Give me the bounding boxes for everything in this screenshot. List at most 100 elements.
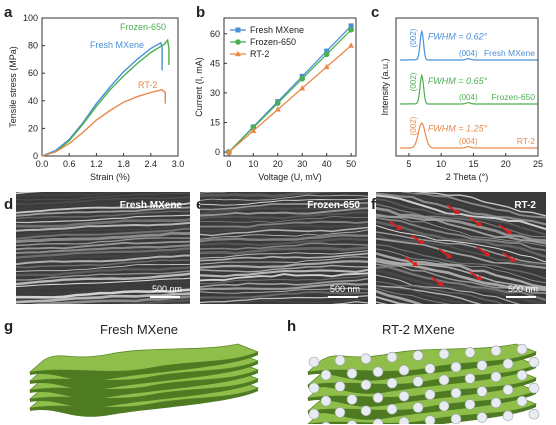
sem-layer (376, 289, 424, 304)
panel-letter-g: g (4, 318, 14, 335)
x-tick-label: 25 (533, 159, 543, 169)
sem-layer (376, 224, 546, 263)
intercalated-particle (464, 347, 476, 358)
sem-label-fresh: Fresh MXene (119, 200, 182, 211)
intercalated-particle (464, 373, 476, 384)
tensile-stress-chart: 0.0 0.6 1.2 1.8 2.4 3.0 0 20 40 60 80 100 Strain (%)… (8, 13, 185, 182)
peak-label-004: (004) (459, 93, 478, 102)
mxene-sheet-edge (30, 388, 258, 417)
x-tick-label: 10 (436, 159, 446, 169)
x-tick-label: 3.0 (172, 159, 185, 169)
intercalated-particle (308, 356, 320, 368)
sem-layer (16, 270, 190, 281)
peak-label-002: (002) (409, 116, 418, 135)
sem-layer (376, 231, 546, 265)
red-arrow-head (446, 253, 452, 258)
data-point (250, 127, 257, 133)
sem-layer (200, 198, 368, 206)
sem-layer (376, 274, 521, 304)
mxene-sheet-edge (30, 352, 258, 381)
series-line-1 (228, 29, 352, 153)
series-line-1 (41, 38, 170, 157)
intercalated-particle (490, 397, 502, 409)
sem-layer (376, 237, 546, 269)
x-tick-label: 40 (322, 159, 332, 169)
sem-layer (16, 192, 142, 198)
sem-layer (200, 264, 368, 273)
data-point (323, 63, 330, 70)
intercalated-particle (516, 395, 528, 407)
sem-layer (376, 263, 546, 295)
x-tick-label: 1.2 (90, 159, 103, 169)
sem-layer (200, 256, 368, 265)
intercalated-particle (386, 403, 398, 415)
sem-layer (376, 257, 546, 290)
x-tick-label: 0 (226, 159, 231, 169)
intercalated-particle (360, 379, 372, 391)
mxene-sheet-edge (308, 378, 536, 407)
red-arrow-head (418, 239, 424, 244)
intercalated-particle (412, 402, 424, 413)
sem-layer (16, 221, 190, 232)
mxene-sheet-edge (308, 352, 536, 381)
sem-image-fresh: Fresh MXene 500 nm (16, 192, 190, 304)
intercalated-particle (502, 358, 514, 370)
plot-frame (223, 17, 357, 157)
x-axis-label: Voltage (U, mV) (258, 172, 322, 182)
sem-layer (16, 225, 190, 236)
sem-layer (376, 213, 546, 245)
intercalated-particle (476, 360, 488, 371)
series-line-0 (41, 41, 163, 157)
intercalated-particle (476, 412, 488, 423)
intercalated-particle (528, 382, 540, 394)
sem-layers-frozen (200, 192, 368, 304)
sem-layer (200, 204, 368, 216)
x-axis-label: 2 Theta (°) (446, 172, 488, 182)
xrd-trace-2 (399, 122, 538, 149)
sem-layer (376, 285, 466, 304)
sem-layer (376, 240, 546, 275)
intercalated-particle (360, 405, 372, 417)
xrd-trace-0 (399, 29, 538, 61)
red-arrow-head (438, 281, 444, 286)
sem-layer (376, 216, 546, 252)
intercalated-particle (346, 368, 358, 379)
sem-layer (200, 250, 368, 259)
intercalated-particle (398, 364, 410, 376)
model-title-fresh: Fresh MXene (100, 322, 179, 337)
sem-layer (16, 214, 190, 224)
sem-layer (200, 274, 368, 285)
intercalated-particle (398, 416, 410, 424)
panel-letter-d: d (4, 196, 14, 213)
intercalated-particle (464, 399, 476, 410)
sem-layer (16, 206, 190, 217)
data-point (323, 51, 330, 58)
sem-layer (376, 207, 546, 243)
intercalated-particle (334, 355, 346, 366)
x-tick-label: 15 (468, 159, 478, 169)
x-tick-label: 10 (248, 159, 258, 169)
sem-label-rt2: RT-2 (514, 200, 536, 211)
series-line-2 (228, 45, 352, 153)
intercalated-particle (490, 345, 502, 357)
intercalated-particle (346, 420, 358, 424)
data-point (324, 48, 330, 54)
sem-layer (227, 297, 368, 304)
sem-layer (376, 248, 546, 284)
peak-label-002: (002) (409, 28, 418, 47)
mxene-sheet-edge (30, 370, 258, 399)
y-tick-label: 0 (33, 151, 38, 161)
sem-layer (376, 215, 546, 247)
peak-label-004: (004) (459, 49, 478, 58)
sem-layer (16, 227, 190, 240)
y-tick-label: 45 (210, 58, 220, 68)
y-tick-label: 60 (28, 68, 38, 78)
sem-layer (200, 194, 368, 201)
intercalated-particle (308, 408, 320, 420)
legend-label: Frozen-650 (250, 37, 296, 47)
legend-label: Fresh MXene (250, 25, 304, 35)
intercalated-particle (320, 369, 332, 381)
intercalated-particle (386, 351, 398, 363)
sem-layer (376, 268, 546, 304)
sem-layer (200, 229, 368, 240)
